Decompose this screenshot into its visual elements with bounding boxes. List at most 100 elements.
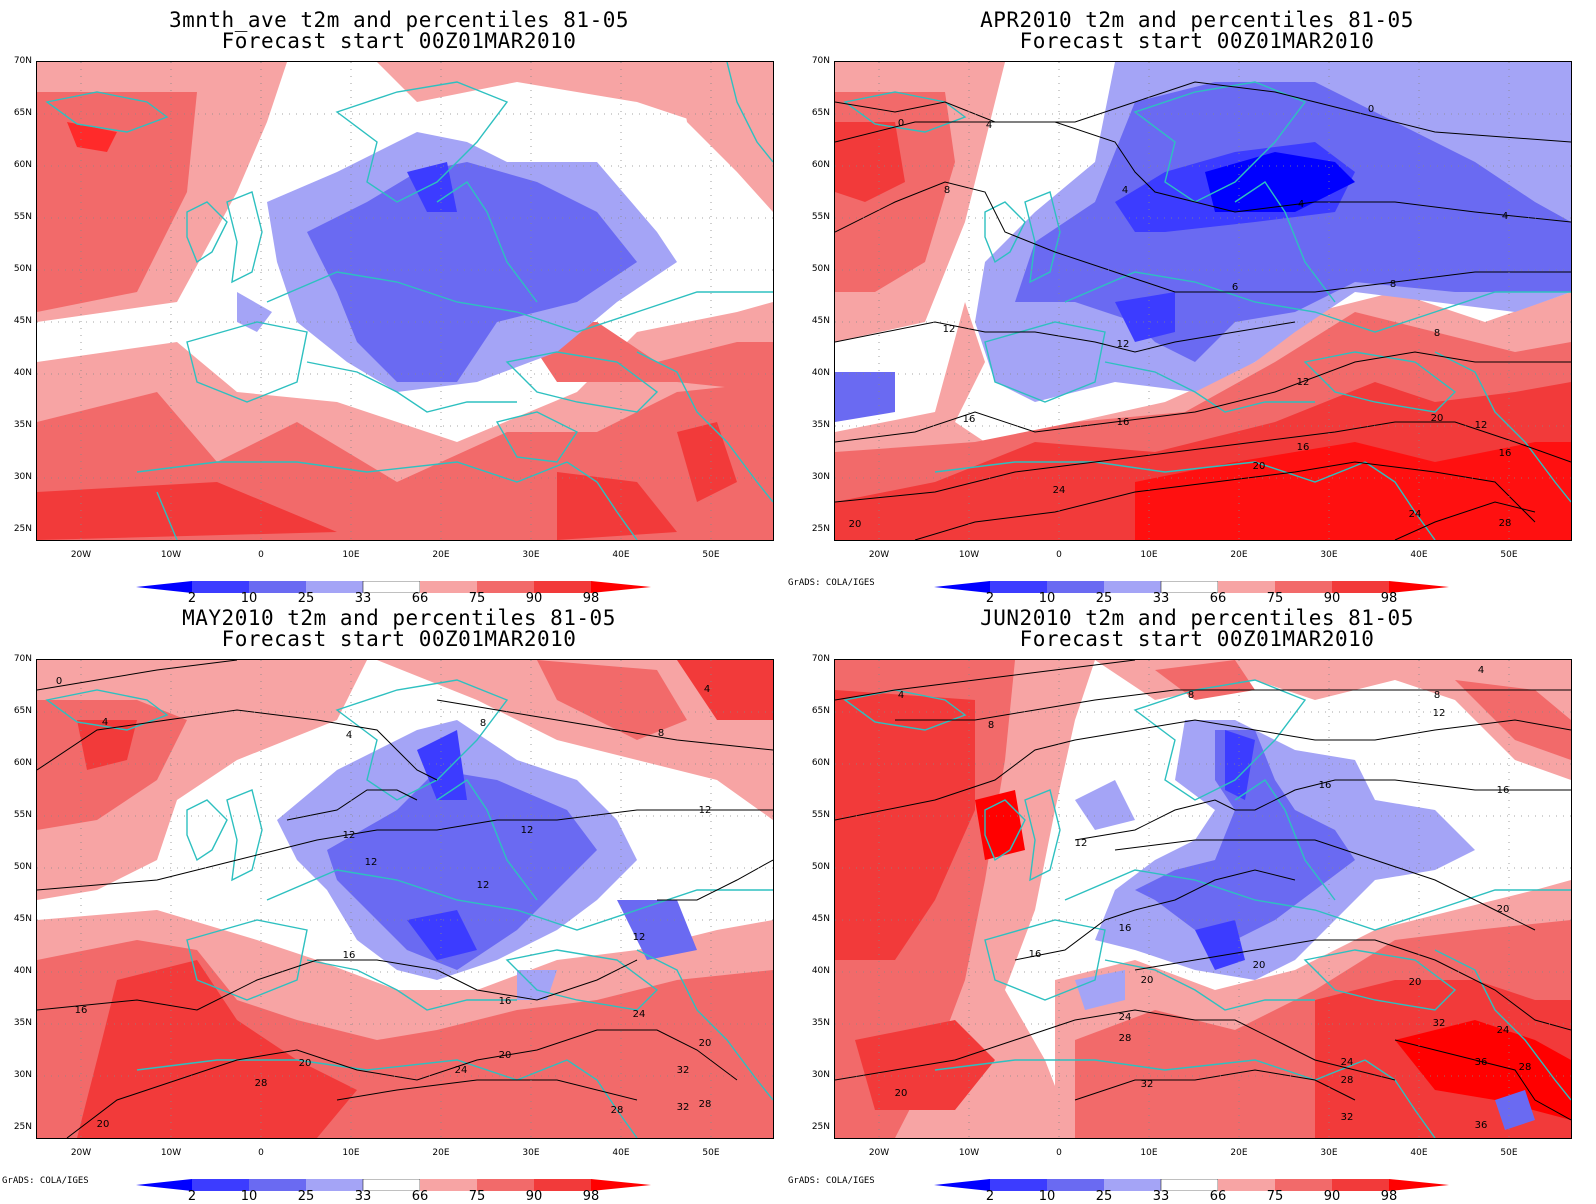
lat-label: 65N <box>811 706 830 716</box>
contour-labels: 0 4 4 4 8 8 12 12 12 12 12 16 16 20 20 2… <box>56 676 712 1130</box>
contour-label: 4 <box>346 730 352 741</box>
lat-label: 45N <box>13 316 32 326</box>
contour-label: 12 <box>1117 339 1130 350</box>
lat-label: 50N <box>13 264 32 274</box>
contour-label: 12 <box>1297 377 1310 388</box>
contour-label: 16 <box>343 950 356 961</box>
lon-label: 20E <box>432 1148 450 1158</box>
lat-label: 30N <box>811 1070 830 1080</box>
lat-label: 45N <box>811 316 830 326</box>
contour-label: 4 <box>102 717 108 728</box>
lon-label: 10W <box>958 550 980 560</box>
contour-label: 8 <box>1434 328 1440 339</box>
lat-label: 60N <box>13 160 32 170</box>
lat-label: 25N <box>13 524 32 534</box>
colorbar <box>934 578 1454 597</box>
lon-label: 10W <box>160 550 182 560</box>
contour-label: 36 <box>1475 1057 1488 1068</box>
lon-label: 10E <box>342 550 360 560</box>
map-plot: 4 4 8 8 8 12 12 16 16 16 20 16 20 20 20 … <box>834 659 1572 1139</box>
contour-label: 12 <box>343 830 356 841</box>
contour-label: 12 <box>521 825 534 836</box>
contour-label: 16 <box>75 1005 88 1016</box>
colorbar-label: 10 <box>240 591 258 606</box>
contour-label: 36 <box>1475 1120 1488 1131</box>
colorbar-label: 25 <box>1095 591 1113 606</box>
contour-label: 32 <box>677 1102 690 1113</box>
colorbar <box>136 578 656 597</box>
colorbar-label: 98 <box>582 591 600 606</box>
colorbar-label: 10 <box>1038 1189 1056 1204</box>
lat-label: 25N <box>13 1122 32 1132</box>
lon-label: 20E <box>432 550 450 560</box>
contour-label: 28 <box>1341 1075 1354 1086</box>
lon-label: 10E <box>1140 550 1158 560</box>
contour-label: 4 <box>1122 185 1128 196</box>
contour-label: 16 <box>1499 448 1512 459</box>
colorbar-label: 98 <box>1380 1189 1398 1204</box>
panel-title: APR2010 t2m and percentiles 81-05 <box>980 8 1414 32</box>
contour-label: 20 <box>1253 461 1266 472</box>
contour-label: 16 <box>1117 417 1130 428</box>
colorbar-label: 90 <box>1323 1189 1341 1204</box>
lat-label: 40N <box>811 966 830 976</box>
contour-label: 8 <box>480 718 486 729</box>
lat-label: 30N <box>811 472 830 482</box>
contour-label: 20 <box>699 1038 712 1049</box>
panel-jun2010: JUN2010 t2m and percentiles 81-05 Foreca… <box>788 598 1596 1204</box>
lon-label: 30E <box>522 1148 540 1158</box>
contour-label: 24 <box>1409 509 1422 520</box>
contour-label: 12 <box>365 857 378 868</box>
panel-subtitle: Forecast start 00Z01MAR2010 <box>1019 29 1375 53</box>
contour-label: 28 <box>699 1099 712 1110</box>
lat-label: 70N <box>811 654 830 664</box>
lon-label: 10W <box>958 1148 980 1158</box>
lon-label: 30E <box>1320 550 1338 560</box>
contour-label: 16 <box>1497 785 1510 796</box>
map-plot: 0 4 4 4 8 8 12 12 12 12 12 16 16 20 20 2… <box>36 659 774 1139</box>
colorbar-label: 75 <box>1266 1189 1284 1204</box>
lon-label: 10E <box>1140 1148 1158 1158</box>
lon-label: 0 <box>258 550 264 560</box>
contour-label: 20 <box>849 519 862 530</box>
colorbar-label: 66 <box>411 591 429 606</box>
lon-label: 20W <box>868 1148 890 1158</box>
lat-label: 65N <box>13 706 32 716</box>
lat-label: 30N <box>13 472 32 482</box>
lon-label: 30E <box>1320 1148 1338 1158</box>
panel-title: JUN2010 t2m and percentiles 81-05 <box>980 606 1414 630</box>
lat-label: 70N <box>13 654 32 664</box>
contour-label: 20 <box>299 1058 312 1069</box>
lat-label: 60N <box>811 758 830 768</box>
lat-label: 35N <box>811 1018 830 1028</box>
panel-subtitle: Forecast start 00Z01MAR2010 <box>221 29 577 53</box>
lat-label: 60N <box>811 160 830 170</box>
contour-label: 12 <box>477 880 490 891</box>
lon-label: 40E <box>1410 550 1428 560</box>
colorbar-label: 2 <box>187 1189 197 1204</box>
colorbar-label: 25 <box>297 1189 315 1204</box>
map-plot: 0 4 0 4 8 4 4 6 8 12 12 16 16 12 20 16 8… <box>834 61 1572 541</box>
contour-label: 0 <box>898 118 904 129</box>
contour-label: 20 <box>97 1119 110 1130</box>
lon-label: 30E <box>522 550 540 560</box>
contour-label: 12 <box>943 324 956 335</box>
contour-label: 4 <box>704 684 710 695</box>
lon-label: 50E <box>702 1148 720 1158</box>
lat-label: 55N <box>13 212 32 222</box>
contour-label: 16 <box>1119 923 1132 934</box>
lon-label: 20W <box>70 1148 92 1158</box>
contour-label: 12 <box>633 932 646 943</box>
lat-label: 55N <box>811 212 830 222</box>
panel-title: 3mnth_ave t2m and percentiles 81-05 <box>168 8 629 32</box>
lon-label: 0 <box>1056 550 1062 560</box>
contour-label: 24 <box>455 1065 468 1076</box>
contour-label: 24 <box>1497 1025 1510 1036</box>
lon-label: 10E <box>342 1148 360 1158</box>
contour-label: 32 <box>677 1065 690 1076</box>
lat-label: 65N <box>811 108 830 118</box>
lon-label: 40E <box>1410 1148 1428 1158</box>
contour-labels: 4 4 8 8 8 12 12 16 16 16 20 16 20 20 20 … <box>895 665 1532 1131</box>
contour-label: 0 <box>56 676 62 687</box>
contour-label: 20 <box>1431 413 1444 424</box>
